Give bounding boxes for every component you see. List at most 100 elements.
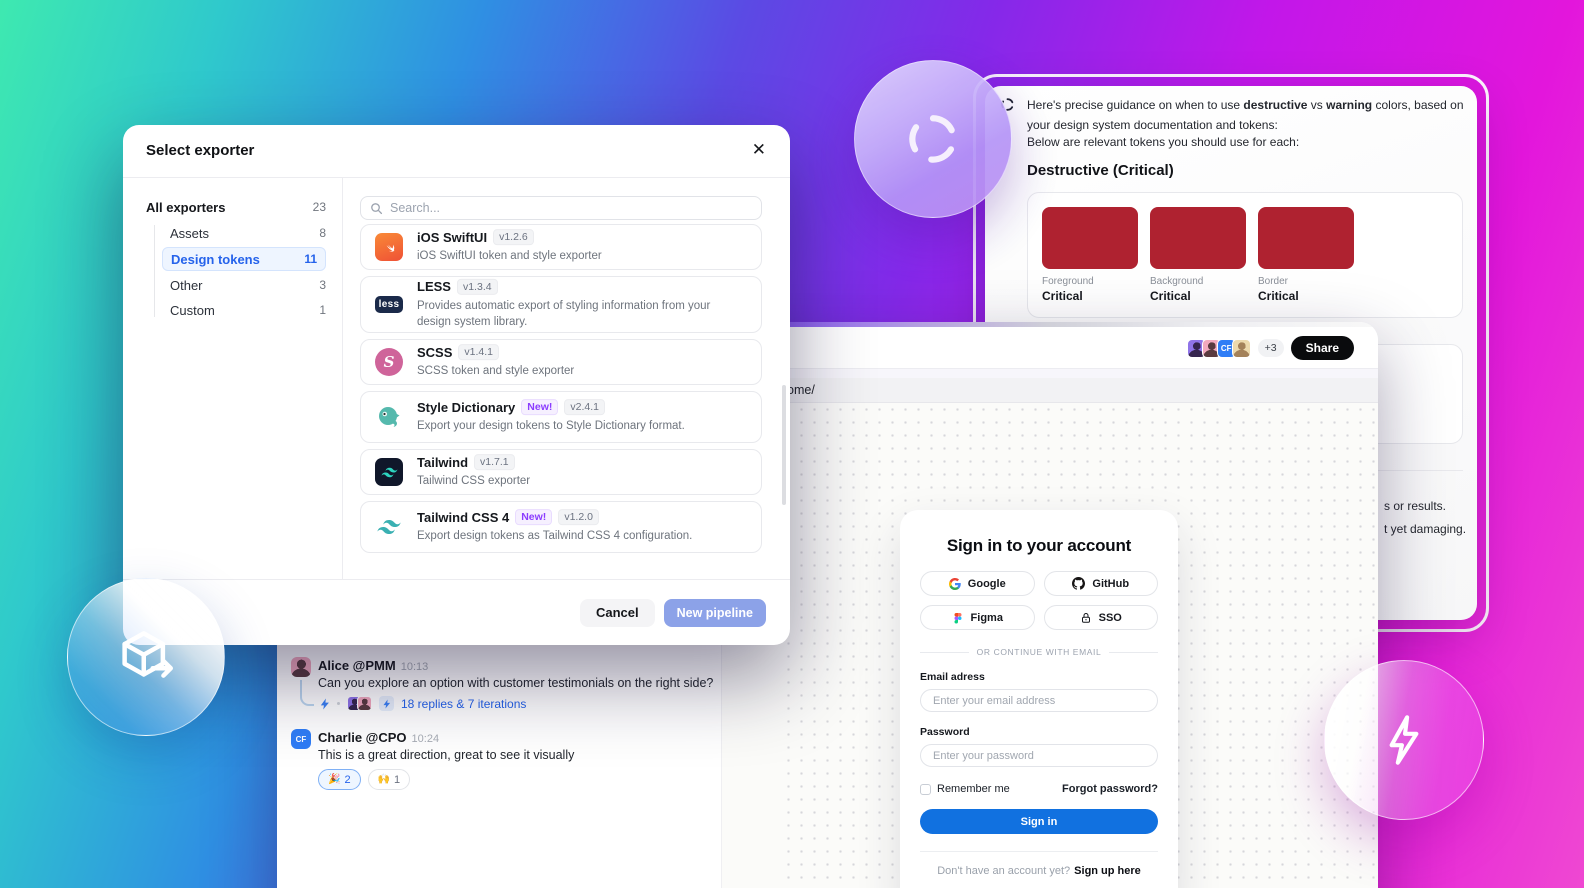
sidebar-item-other[interactable]: Other 3 [170,275,326,295]
share-button[interactable]: Share [1290,336,1354,360]
reaction-hands[interactable]: 🙌 1 [367,769,411,790]
exporter-row-tailwind[interactable]: Tailwind v1.7.1 Tailwind CSS exporter [360,449,762,495]
signup-link[interactable]: Sign up here [1074,865,1141,877]
chameleon-icon [375,403,403,431]
search-icon [371,202,383,214]
avatar [357,696,372,711]
exporter-name: Tailwind [417,454,469,470]
swatch-token-label: Critical [1042,289,1083,303]
provider-label: Figma [970,611,1003,624]
swatch-type-label: Background [1150,276,1204,287]
signin-divider [920,851,1158,852]
select-exporter-modal: Select exporter ✕ All exporters 23 Asset… [123,125,790,645]
dot-separator [337,702,340,705]
window-accent-strip [277,322,1378,327]
password-field[interactable] [920,744,1158,767]
password-label: Password [920,726,970,738]
exporter-description: Provides automatic export of styling inf… [417,299,711,328]
divider-line [920,651,969,653]
exporter-row-less[interactable]: less LESS v1.3.4 Provides automatic expo… [360,276,762,333]
provider-label: GitHub [1092,577,1130,590]
figma-icon [954,612,962,623]
sidebar-item-custom[interactable]: Custom 1 [170,300,326,320]
exporter-description: iOS SwiftUI token and style exporter [417,250,602,263]
bolt-chip-icon [379,696,394,711]
comment-author: Charlie @CPO 10:24 [318,730,440,745]
figma-login-button[interactable]: Figma [920,605,1035,630]
scss-icon: S [375,348,403,376]
search-input[interactable] [390,201,752,215]
modal-title: Select exporter [146,142,255,159]
bolt-icon [320,698,329,709]
replies-link[interactable]: 18 replies & 7 iterations [401,696,527,711]
new-pipeline-button[interactable]: New pipeline [663,598,766,627]
reaction-party[interactable]: 🎉 2 [318,769,361,790]
remember-label: Remember me [937,783,1010,795]
sidebar-item-count: 3 [319,278,326,292]
reaction-emoji: 🙌 [377,774,391,785]
sidebar-item-count: 8 [319,226,326,240]
swatch-type-label: Border [1258,276,1289,287]
spiral-icon [909,115,955,163]
less-icon: less [375,291,403,319]
cancel-button[interactable]: Cancel [579,598,655,627]
thread-connector [300,680,314,706]
token-swatch: Foreground Critical [1042,207,1138,303]
signin-submit-button[interactable]: Sign in [920,809,1158,834]
avatar[interactable] [1231,338,1251,358]
github-login-button[interactable]: GitHub [1043,571,1158,596]
comment-message: Can you explore an option with customer … [318,676,714,690]
exporter-search[interactable] [360,196,762,220]
avatar-charlie[interactable]: CF [291,729,311,749]
modal-sidebar-divider [342,177,343,580]
color-swatch-critical [1258,207,1354,269]
remember-checkbox[interactable] [920,783,931,795]
sidebar-item-count: 11 [304,252,317,266]
forgot-password-link[interactable]: Forgot password? [1062,783,1158,795]
url-text: ome/ [787,383,815,397]
more-collaborators-badge[interactable]: +3 [1257,339,1284,357]
reaction-emoji: 🎉 [328,774,341,785]
tailwind-dark-icon [375,458,403,486]
comment-time: 10:24 [411,733,440,745]
tailwind-icon [375,513,403,541]
exporter-row-style-dictionary[interactable]: Style Dictionary New! v2.4.1 Export your… [360,391,762,443]
thread-summary[interactable]: 18 replies & 7 iterations [319,696,526,711]
provider-label: SSO [1098,611,1122,624]
exporter-name: Tailwind CSS 4 [417,509,510,525]
lightning-icon [1389,715,1419,765]
avatar[interactable] [1201,338,1221,358]
window-toolbar [277,368,1378,378]
sso-login-button[interactable]: SSO [1043,605,1158,630]
token-swatch: Background Critical [1150,207,1246,303]
avatar-alice[interactable] [291,657,311,677]
exporter-row-ios-swiftui[interactable]: iOS SwiftUI v1.2.6 iOS SwiftUI token and… [360,224,762,270]
sidebar-item-label: Custom [170,302,215,318]
color-swatch-critical [1042,207,1138,269]
sidebar-item-count: 1 [319,303,326,317]
destructive-section-heading: Destructive (Critical) [1027,162,1174,179]
sidebar-item-assets[interactable]: Assets 8 [170,223,326,243]
provider-label: Google [967,577,1006,590]
google-icon [948,577,961,590]
close-icon[interactable]: ✕ [751,140,766,159]
modal-footer: Cancel New pipeline [123,580,790,645]
sidebar-item-all-exporters[interactable]: All exporters 23 [146,197,326,217]
comment-author: Alice @PMM 10:13 [318,658,429,673]
remember-me-group: Remember me [920,783,1010,795]
bolt-circle [1324,660,1484,820]
google-login-button[interactable]: Google [920,571,1035,596]
email-field[interactable] [920,689,1158,712]
token-swatch: Border Critical [1258,207,1354,303]
exporter-row-tailwind-css-4[interactable]: Tailwind CSS 4 New! v1.2.0 Export design… [360,501,762,553]
version-badge: v1.3.4 [456,278,498,295]
sidebar-item-design-tokens[interactable]: Design tokens 11 [162,247,326,271]
modal-scrollbar[interactable] [782,385,786,505]
ai-guidance-line2: Below are relevant tokens you should use… [1027,135,1300,149]
exporter-description: Export design tokens as Tailwind CSS 4 c… [417,530,693,543]
avatar-cf[interactable]: CF [1216,338,1236,358]
new-badge: New! [515,509,553,526]
exporter-row-scss[interactable]: S SCSS v1.4.1 SCSS token and style expor… [360,339,762,385]
version-badge: v1.2.6 [493,229,534,246]
